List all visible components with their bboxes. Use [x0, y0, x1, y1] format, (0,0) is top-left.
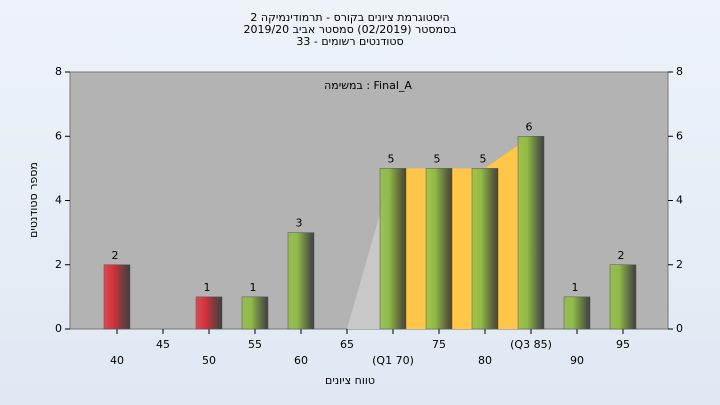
title-line: היסטוגרמת ציונים בקורס - תרמודינמיקה 2 — [250, 11, 449, 24]
bar — [563, 296, 591, 330]
y-tick-label: 8 — [55, 65, 62, 78]
x-tick-label: 75 — [432, 338, 446, 351]
x-axis-label: טווח ציונים — [325, 374, 375, 387]
y2-tick-label: 4 — [676, 194, 683, 207]
x-tick-label: (Q1 70) — [372, 354, 414, 367]
data-label: 6 — [526, 120, 533, 133]
x-tick-label: 40 — [110, 354, 124, 367]
data-label: 2 — [112, 249, 119, 262]
x-tick-label: 95 — [616, 338, 630, 351]
data-label: 5 — [388, 152, 395, 165]
bar — [609, 264, 637, 330]
data-label: 3 — [296, 217, 303, 230]
x-tick-label: 65 — [340, 338, 354, 351]
bar — [103, 264, 131, 330]
data-label: 2 — [618, 249, 625, 262]
data-label: 5 — [434, 152, 441, 165]
x-tick-label: 80 — [478, 354, 492, 367]
x-tick-label: 55 — [248, 338, 262, 351]
data-label: 1 — [250, 281, 257, 294]
title-line: סטודנטים רשומים - 33 — [296, 35, 403, 48]
bar — [195, 296, 223, 330]
bar — [241, 296, 269, 330]
bar — [425, 168, 453, 330]
y2-tick-label: 6 — [676, 129, 683, 142]
bar — [287, 232, 315, 330]
y-tick-label: 4 — [55, 194, 62, 207]
annotation: במשימה : Final_A — [324, 79, 412, 92]
x-tick-label: 90 — [570, 354, 584, 367]
y-tick-label: 0 — [55, 322, 62, 335]
title-line: בסמסטר (02/2019) סמסטר אביב 2019/20 — [243, 23, 456, 36]
data-label: 1 — [204, 281, 211, 294]
bar — [471, 168, 499, 330]
y2-tick-label: 2 — [676, 258, 683, 271]
bar — [379, 168, 407, 330]
x-tick-label: 50 — [202, 354, 216, 367]
x-tick-label: (Q3 85) — [510, 338, 552, 351]
y-axis-label: מספר סטודנטים — [27, 162, 40, 238]
y-tick-label: 6 — [55, 129, 62, 142]
y2-tick-label: 8 — [676, 65, 683, 78]
data-label: 1 — [572, 281, 579, 294]
x-tick-label: 45 — [156, 338, 170, 351]
x-tick-label: 60 — [294, 354, 308, 367]
y-tick-label: 2 — [55, 258, 62, 271]
y2-tick-label: 0 — [676, 322, 683, 335]
bar — [517, 136, 545, 330]
data-label: 5 — [480, 152, 487, 165]
